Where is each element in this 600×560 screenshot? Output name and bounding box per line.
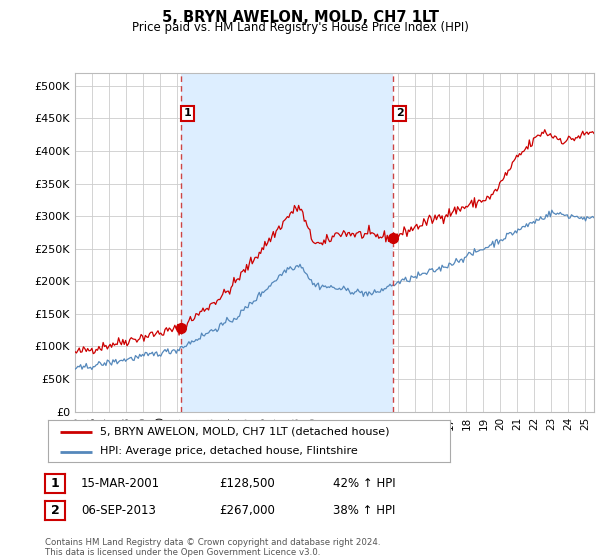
Text: Contains HM Land Registry data © Crown copyright and database right 2024.
This d: Contains HM Land Registry data © Crown c… [45, 538, 380, 557]
Text: 2: 2 [51, 503, 59, 517]
Text: 06-SEP-2013: 06-SEP-2013 [81, 503, 156, 517]
Text: 2: 2 [396, 109, 404, 119]
Text: £128,500: £128,500 [219, 477, 275, 490]
Text: Price paid vs. HM Land Registry's House Price Index (HPI): Price paid vs. HM Land Registry's House … [131, 21, 469, 34]
Text: 5, BRYN AWELON, MOLD, CH7 1LT: 5, BRYN AWELON, MOLD, CH7 1LT [161, 10, 439, 25]
Bar [181, 73, 393, 412]
Text: 1: 1 [51, 477, 59, 490]
Text: 42% ↑ HPI: 42% ↑ HPI [333, 477, 395, 490]
Text: 15-MAR-2001: 15-MAR-2001 [81, 477, 160, 490]
Text: 5, BRYN AWELON, MOLD, CH7 1LT (detached house): 5, BRYN AWELON, MOLD, CH7 1LT (detached … [100, 427, 390, 437]
Text: HPI: Average price, detached house, Flintshire: HPI: Average price, detached house, Flin… [100, 446, 358, 456]
Text: 38% ↑ HPI: 38% ↑ HPI [333, 503, 395, 517]
Text: £267,000: £267,000 [219, 503, 275, 517]
Text: 1: 1 [184, 109, 191, 119]
